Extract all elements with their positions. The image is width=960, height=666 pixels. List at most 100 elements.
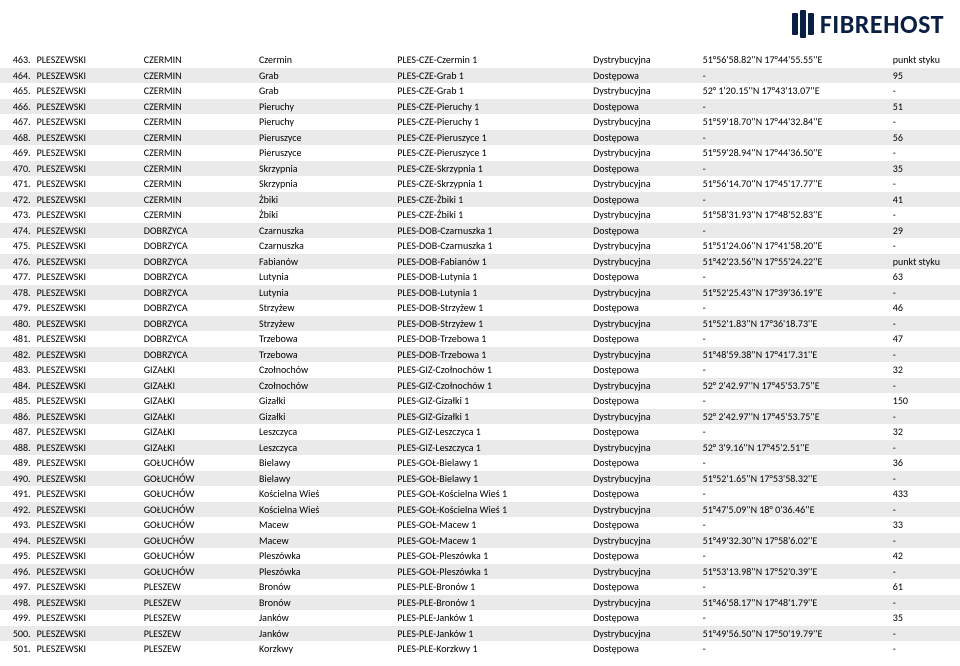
cell-coords: 52° 3'9.16''N 17°45'2.51''E (701, 440, 891, 456)
cell-no: 469. (0, 145, 35, 161)
cell-note: 56 (891, 130, 960, 146)
cell-no: 480. (0, 316, 35, 332)
cell-type: Dostępowa (591, 579, 700, 595)
cell-coords: 51°52'25.43''N 17°39'36.19''E (701, 285, 891, 301)
cell-coords: - (701, 331, 891, 347)
cell-gmina: GIZAŁKI (142, 378, 257, 394)
cell-note: - (891, 502, 960, 518)
cell-gmina: DOBRZYCA (142, 347, 257, 363)
cell-locality: Leszczyca (257, 440, 395, 456)
cell-note: 35 (891, 161, 960, 177)
cell-code: PLES-CZE-Grab 1 (395, 68, 591, 84)
cell-locality: Gizałki (257, 393, 395, 409)
cell-county: PLESZEWSKI (35, 548, 142, 564)
cell-code: PLES-CZE-Pieruchy 1 (395, 99, 591, 115)
cell-county: PLESZEWSKI (35, 455, 142, 471)
cell-coords: - (701, 192, 891, 208)
cell-type: Dystrybucyjna (591, 114, 700, 130)
cell-type: Dostępowa (591, 486, 700, 502)
cell-code: PLES-GOŁ-Bielawy 1 (395, 455, 591, 471)
cell-note: - (891, 626, 960, 642)
table-row: 479.PLESZEWSKIDOBRZYCAStrzyżewPLES-DOB-S… (0, 300, 960, 316)
cell-gmina: DOBRZYCA (142, 285, 257, 301)
cell-locality: Trzebowa (257, 331, 395, 347)
cell-gmina: DOBRZYCA (142, 238, 257, 254)
table-row: 474.PLESZEWSKIDOBRZYCACzarnuszkaPLES-DOB… (0, 223, 960, 239)
cell-coords: 52° 2'42.97''N 17°45'53.75''E (701, 409, 891, 425)
cell-county: PLESZEWSKI (35, 285, 142, 301)
cell-type: Dostępowa (591, 223, 700, 239)
cell-county: PLESZEWSKI (35, 145, 142, 161)
cell-no: 500. (0, 626, 35, 642)
cell-no: 481. (0, 331, 35, 347)
cell-note: - (891, 176, 960, 192)
cell-type: Dostępowa (591, 548, 700, 564)
cell-coords: 51°56'58.82''N 17°44'55.55''E (701, 52, 891, 68)
table-row: 473.PLESZEWSKICZERMINŻbikiPLES-CZE-Żbiki… (0, 207, 960, 223)
cell-coords: - (701, 68, 891, 84)
cell-no: 464. (0, 68, 35, 84)
table-row: 491.PLESZEWSKIGOŁUCHÓWKościelna WieśPLES… (0, 486, 960, 502)
cell-code: PLES-CZE-Pieruszyce 1 (395, 130, 591, 146)
table-row: 478.PLESZEWSKIDOBRZYCALutyniaPLES-DOB-Lu… (0, 285, 960, 301)
cell-no: 463. (0, 52, 35, 68)
cell-no: 490. (0, 471, 35, 487)
cell-code: PLES-CZE-Żbiki 1 (395, 207, 591, 223)
cell-county: PLESZEWSKI (35, 99, 142, 115)
cell-type: Dostępowa (591, 130, 700, 146)
cell-gmina: GIZAŁKI (142, 440, 257, 456)
cell-code: PLES-DOB-Fabianów 1 (395, 254, 591, 270)
cell-type: Dystrybucyjna (591, 238, 700, 254)
cell-note: - (891, 440, 960, 456)
cell-county: PLESZEWSKI (35, 502, 142, 518)
cell-no: 501. (0, 641, 35, 657)
cell-code: PLES-GOŁ-Bielawy 1 (395, 471, 591, 487)
cell-no: 491. (0, 486, 35, 502)
cell-coords: - (701, 393, 891, 409)
table-row: 495.PLESZEWSKIGOŁUCHÓWPleszówkaPLES-GOŁ-… (0, 548, 960, 564)
cell-note: 95 (891, 68, 960, 84)
cell-note: - (891, 347, 960, 363)
table-row: 490.PLESZEWSKIGOŁUCHÓWBielawyPLES-GOŁ-Bi… (0, 471, 960, 487)
cell-type: Dostępowa (591, 331, 700, 347)
table-row: 480.PLESZEWSKIDOBRZYCAStrzyżewPLES-DOB-S… (0, 316, 960, 332)
cell-locality: Leszczyca (257, 424, 395, 440)
table-row: 469.PLESZEWSKICZERMINPieruszycePLES-CZE-… (0, 145, 960, 161)
cell-county: PLESZEWSKI (35, 207, 142, 223)
cell-locality: Macew (257, 533, 395, 549)
cell-county: PLESZEWSKI (35, 83, 142, 99)
cell-type: Dystrybucyjna (591, 316, 700, 332)
cell-gmina: GOŁUCHÓW (142, 486, 257, 502)
cell-county: PLESZEWSKI (35, 486, 142, 502)
cell-coords: 51°56'14.70''N 17°45'17.77''E (701, 176, 891, 192)
cell-type: Dostępowa (591, 393, 700, 409)
cell-no: 489. (0, 455, 35, 471)
cell-gmina: CZERMIN (142, 161, 257, 177)
cell-note: - (891, 564, 960, 580)
cell-county: PLESZEWSKI (35, 579, 142, 595)
cell-coords: 51°58'31.93''N 17°48'52.83''E (701, 207, 891, 223)
table-row: 493.PLESZEWSKIGOŁUCHÓWMacewPLES-GOŁ-Mace… (0, 517, 960, 533)
cell-no: 472. (0, 192, 35, 208)
cell-gmina: PLESZEW (142, 579, 257, 595)
cell-gmina: PLESZEW (142, 595, 257, 611)
cell-gmina: CZERMIN (142, 207, 257, 223)
cell-locality: Czermin (257, 52, 395, 68)
cell-gmina: DOBRZYCA (142, 254, 257, 270)
cell-locality: Janków (257, 610, 395, 626)
cell-note: - (891, 378, 960, 394)
cell-note: 32 (891, 424, 960, 440)
table-row: 467.PLESZEWSKICZERMINPieruchyPLES-CZE-Pi… (0, 114, 960, 130)
cell-coords: - (701, 269, 891, 285)
table-row: 489.PLESZEWSKIGOŁUCHÓWBielawyPLES-GOŁ-Bi… (0, 455, 960, 471)
cell-code: PLES-DOB-Lutynia 1 (395, 269, 591, 285)
cell-county: PLESZEWSKI (35, 254, 142, 270)
cell-code: PLES-GOŁ-Kościelna Wieś 1 (395, 486, 591, 502)
cell-coords: 51°42'23.56''N 17°55'24.22''E (701, 254, 891, 270)
cell-note: - (891, 595, 960, 611)
cell-county: PLESZEWSKI (35, 595, 142, 611)
cell-coords: 51°53'13.98''N 17°52'0.39''E (701, 564, 891, 580)
cell-type: Dystrybucyjna (591, 207, 700, 223)
table-row: 498.PLESZEWSKIPLESZEWBronówPLES-PLE-Bron… (0, 595, 960, 611)
table-row: 465.PLESZEWSKICZERMINGrabPLES-CZE-Grab 1… (0, 83, 960, 99)
